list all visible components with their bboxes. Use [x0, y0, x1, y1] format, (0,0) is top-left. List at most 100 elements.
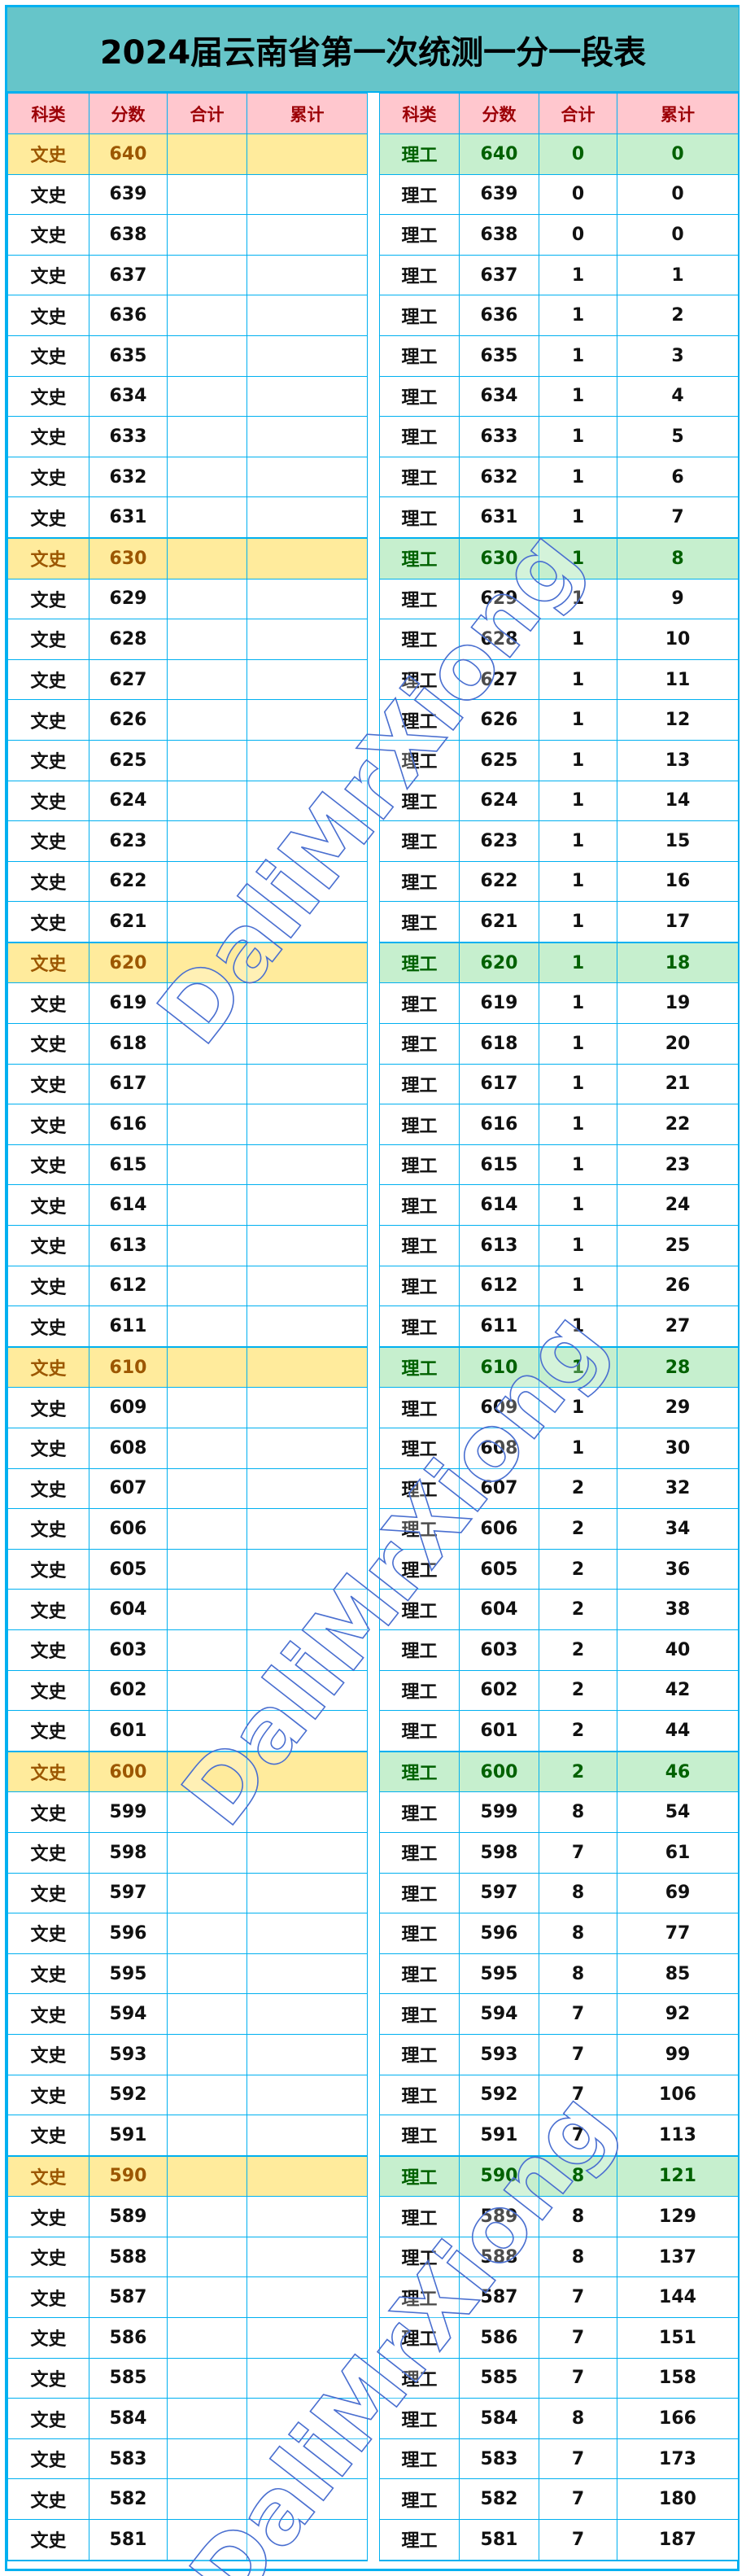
cell-category: 理工: [379, 739, 460, 781]
cell-cumulative: 28: [617, 1346, 739, 1389]
cell-score: 604: [89, 1589, 168, 1630]
cell-count: [167, 2357, 247, 2399]
table-row: 文史 625: [7, 739, 368, 781]
cell-count: 1: [539, 375, 617, 418]
cell-score: 620: [89, 942, 168, 984]
cell-score: 593: [89, 2033, 168, 2075]
table-row: 文史 597: [7, 1872, 368, 1914]
cell-score: 594: [459, 1993, 539, 2035]
cell-count: [167, 1589, 247, 1630]
cell-category: 理工: [379, 1184, 460, 1227]
cell-cumulative: [246, 1831, 368, 1874]
cell-category: 文史: [7, 860, 89, 903]
table-row: 理工 636 1 2: [379, 295, 739, 336]
cell-cumulative: 44: [617, 1710, 739, 1752]
cell-score: 609: [89, 1387, 168, 1428]
cell-category: 理工: [379, 1225, 460, 1266]
cell-category: 理工: [379, 1913, 460, 1954]
cell-cumulative: [246, 1467, 368, 1510]
cell-category: 文史: [7, 1629, 89, 1671]
cell-cumulative: 3: [617, 335, 739, 377]
cell-category: 文史: [7, 1589, 89, 1630]
cell-count: 1: [539, 1225, 617, 1266]
cell-score: 604: [459, 1589, 539, 1630]
cell-score: 623: [89, 820, 168, 862]
cell-score: 631: [89, 496, 168, 539]
cell-cumulative: 166: [617, 2398, 739, 2439]
cell-count: [167, 739, 247, 781]
cell-count: [167, 1144, 247, 1186]
table-row: 理工 592 7 106: [379, 2074, 739, 2116]
table-row: 文史 624: [7, 780, 368, 822]
cell-cumulative: 34: [617, 1508, 739, 1550]
cell-score: 589: [459, 2196, 539, 2237]
cell-count: [167, 2196, 247, 2237]
cell-count: 1: [539, 1387, 617, 1428]
cell-category: 理工: [379, 2236, 460, 2278]
cell-count: 2: [539, 1710, 617, 1752]
cell-count: 8: [539, 2155, 617, 2198]
cell-count: 7: [539, 2074, 617, 2116]
cell-category: 文史: [7, 537, 89, 579]
cell-count: [167, 2317, 247, 2359]
cell-count: 8: [539, 1913, 617, 1954]
cell-score: 615: [459, 1144, 539, 1186]
table-row: 理工 585 7 158: [379, 2357, 739, 2399]
cell-category: 理工: [379, 1023, 460, 1065]
cell-category: 理工: [379, 173, 460, 216]
cell-cumulative: [246, 1589, 368, 1630]
cell-count: 7: [539, 1993, 617, 2035]
table-row: 理工 631 1 7: [379, 496, 739, 539]
cell-count: [167, 2276, 247, 2319]
table-row: 文史 623: [7, 820, 368, 862]
cell-cumulative: [246, 1953, 368, 1995]
table-row: 理工 602 2 42: [379, 1669, 739, 1712]
table-row: 理工 595 8 85: [379, 1953, 739, 1995]
cell-cumulative: 23: [617, 1144, 739, 1186]
cell-category: 理工: [379, 2317, 460, 2359]
cell-score: 591: [459, 2115, 539, 2157]
cell-count: 1: [539, 982, 617, 1025]
cell-score: 607: [459, 1467, 539, 1510]
cell-count: 2: [539, 1669, 617, 1712]
table-row: 理工 629 1 9: [379, 578, 739, 620]
cell-cumulative: 12: [617, 699, 739, 741]
cell-category: 文史: [7, 2398, 89, 2439]
cell-score: 616: [459, 1104, 539, 1145]
table-row: 文史 637: [7, 254, 368, 296]
table-row: 理工 638 0 0: [379, 214, 739, 256]
cell-cumulative: [246, 1104, 368, 1145]
cell-category: 文史: [7, 1184, 89, 1227]
cell-count: [167, 942, 247, 984]
cell-category: 理工: [379, 1508, 460, 1550]
cell-count: [167, 2074, 247, 2116]
table-row: 理工 620 1 18: [379, 942, 739, 984]
cell-cumulative: 180: [617, 2478, 739, 2521]
cell-cumulative: [246, 1548, 368, 1590]
cell-cumulative: [246, 2276, 368, 2319]
cell-count: 1: [539, 820, 617, 862]
table-row: 文史 614: [7, 1184, 368, 1227]
cell-count: 7: [539, 2478, 617, 2521]
table-row: 文史 640: [7, 133, 368, 175]
cell-cumulative: [246, 1428, 368, 1469]
table-row: 理工 630 1 8: [379, 537, 739, 579]
cell-count: [167, 1629, 247, 1671]
cell-score: 638: [459, 214, 539, 256]
cell-cumulative: [246, 901, 368, 943]
table-row: 理工 608 1 30: [379, 1428, 739, 1469]
cell-count: 1: [539, 658, 617, 701]
cell-category: 理工: [379, 1387, 460, 1428]
header-row: 科类 分数 合计 累计: [7, 93, 368, 134]
cell-score: 630: [89, 537, 168, 579]
cell-category: 理工: [379, 416, 460, 457]
cell-category: 文史: [7, 456, 89, 498]
cell-count: [167, 537, 247, 579]
science-table: 科类 分数 合计 累计 理工 640 0 0 理工 639 0 0 理工 638 0 0 理工 637 1 1…: [379, 93, 739, 2561]
cell-score: 605: [459, 1548, 539, 1590]
cell-cumulative: 54: [617, 1791, 739, 1833]
cell-category: 文史: [7, 1346, 89, 1389]
cell-count: [167, 496, 247, 539]
cell-cumulative: 26: [617, 1265, 739, 1307]
table-row: 文史 622: [7, 860, 368, 903]
